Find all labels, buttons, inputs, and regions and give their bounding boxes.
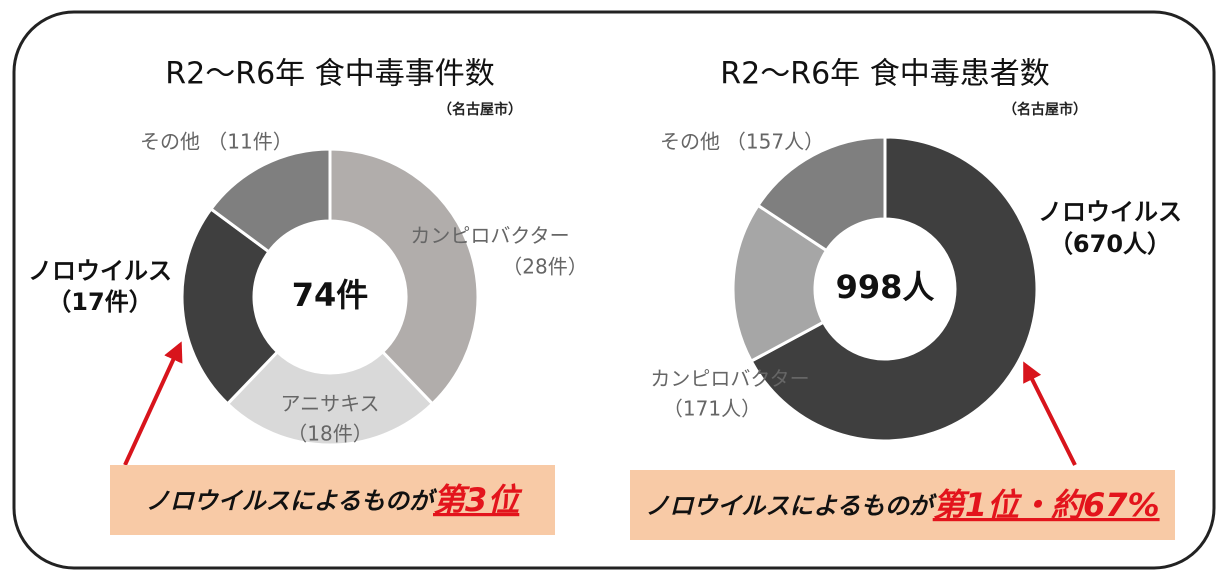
value-label: （670人） [1049,230,1171,258]
center-label: 74件 [292,276,369,314]
annotation-banner [630,470,1175,540]
value-label: （157人） [726,130,824,154]
category-label: ノロウイルス [1038,198,1182,226]
category-label: アニサキス [281,392,380,416]
annotation-highlight: 第3位 [433,481,523,519]
arrow [1023,361,1077,466]
category-label: カンピロバクター [650,367,809,391]
donut-slice [225,349,435,447]
value-label: （28件） [502,255,587,279]
value-label: （11件） [207,130,292,154]
donut-slice [749,135,1039,443]
center-label: 998人 [836,268,935,306]
annotation-highlight: 第1位・約67% [933,486,1160,524]
annotation: ノロウイルスによるものが第3位 [146,481,524,519]
donut-slice [208,147,332,254]
annotation-text: ノロウイルスによるものが [146,487,438,515]
donut-slice [180,206,280,406]
category-label: カンピロバクター [410,224,569,248]
category-label: その他 [660,130,720,154]
value-label: （18件） [287,422,372,446]
arrow [123,341,183,466]
donut-slice [731,203,829,364]
category-label: ノロウイルス [28,257,172,285]
chart-title: R2～R6年 食中毒患者数 [720,57,1049,92]
value-label: （171人） [663,397,761,421]
chart-subtitle: （名古屋市） [438,101,522,118]
annotation: ノロウイルスによるものが第1位・約67% [645,486,1159,524]
value-label: （17件） [47,288,152,316]
annotation-banner [110,465,555,535]
category-label: その他 [140,130,200,154]
chart-title: R2～R6年 食中毒事件数 [165,57,494,92]
chart-subtitle: （名古屋市） [1003,101,1087,118]
annotation-text: ノロウイルスによるものが [645,492,937,520]
donut-slice [328,147,480,406]
donut-slice [755,135,887,253]
